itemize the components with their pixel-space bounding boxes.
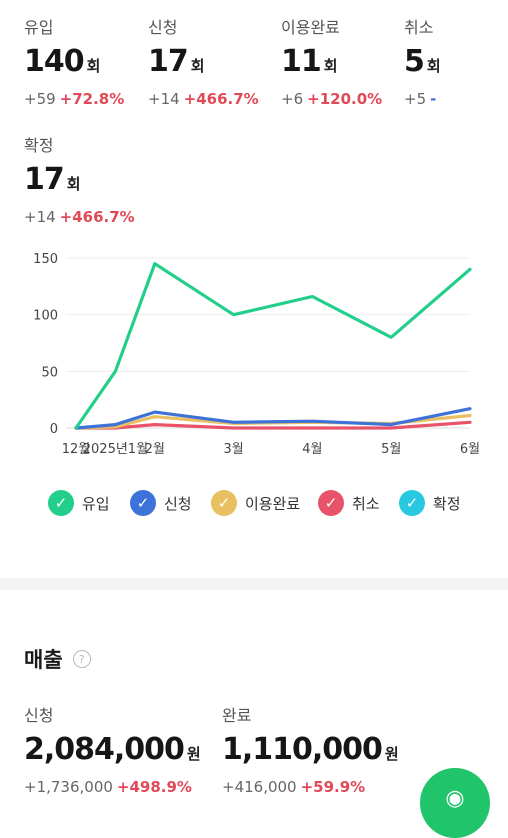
- stat-unit: 회: [66, 175, 81, 193]
- stat-value-row: 140 회: [24, 44, 100, 79]
- stat-label: 확정: [24, 136, 54, 155]
- sales-completed: 완료 1,110,000 원 +416,000 +59.9%: [222, 702, 412, 802]
- stat-value-row: 5 회: [404, 44, 441, 79]
- legend-label: 취소: [352, 494, 380, 513]
- stat-inflow: 유입 140 회 +59 +72.8%: [24, 14, 134, 114]
- check-icon: ✓: [399, 490, 425, 516]
- stat-change-abs: +59: [24, 90, 56, 108]
- check-icon: ✓: [130, 490, 156, 516]
- stat-change: +5-: [404, 90, 436, 108]
- y-tick-label: 100: [33, 309, 58, 324]
- y-tick-label: 150: [33, 252, 58, 267]
- sales-header: 매출 ?: [24, 644, 91, 674]
- stat-completed: 이용완료 11 회 +6 +120.0%: [281, 14, 396, 114]
- stat-cancel: 취소 5 회 +5-: [404, 14, 494, 114]
- stat-confirmed: 확정 17 회 +14 +466.7%: [24, 132, 154, 232]
- series-line-1: [74, 262, 472, 430]
- stat-unit: 회: [323, 57, 338, 75]
- legend-label: 신청: [164, 494, 192, 513]
- stat-change-pct: +59.9%: [300, 778, 366, 796]
- stat-change-abs: +6: [281, 90, 304, 108]
- legend-label: 이용완료: [245, 494, 301, 513]
- x-tick-label: 12월: [62, 442, 91, 457]
- stat-label: 완료: [222, 706, 252, 725]
- stat-value-row: 17 회: [148, 44, 205, 79]
- section-title: 매출: [24, 648, 63, 672]
- stat-change-abs: +5: [404, 90, 427, 108]
- question-icon[interactable]: ?: [72, 650, 91, 668]
- x-tick-label: 5월: [381, 442, 401, 457]
- stat-value: 17: [24, 162, 65, 197]
- stat-change-pct: -: [430, 90, 437, 108]
- stat-unit: 회: [190, 57, 205, 75]
- stat-change-abs: +14: [24, 208, 56, 226]
- stat-change-pct: +120.0%: [307, 90, 383, 108]
- stat-value: 1,110,000: [222, 732, 383, 767]
- stat-unit: 원: [186, 745, 201, 763]
- chat-button[interactable]: ◉: [420, 768, 490, 838]
- stat-value: 140: [24, 44, 85, 79]
- legend-item-cancel[interactable]: ✓ 취소: [318, 487, 380, 519]
- stat-value: 11: [281, 44, 322, 79]
- stat-apply: 신청 17 회 +14 +466.7%: [148, 14, 268, 114]
- check-icon: ✓: [48, 490, 74, 516]
- legend-item-completed[interactable]: ✓ 이용완료: [211, 487, 300, 519]
- stat-label: 신청: [148, 18, 178, 37]
- section-divider: [0, 578, 508, 590]
- stat-change-pct: +466.7%: [59, 208, 135, 226]
- legend-item-inflow[interactable]: ✓ 유입: [48, 487, 110, 519]
- x-tick-label: 3월: [223, 442, 243, 457]
- check-icon: ✓: [211, 490, 237, 516]
- stat-change: +59 +72.8%: [24, 90, 124, 108]
- x-tick-label: 2025년1월: [83, 442, 148, 457]
- stat-label: 신청: [24, 706, 54, 725]
- legend-item-apply[interactable]: ✓ 신청: [130, 487, 192, 519]
- stat-value-row: 2,084,000 원: [24, 732, 201, 767]
- stat-unit: 회: [426, 57, 441, 75]
- stat-change-pct: +466.7%: [183, 90, 259, 108]
- stat-value: 2,084,000: [24, 732, 185, 767]
- y-tick-label: 50: [41, 365, 58, 380]
- chart-legend: ✓ 유입 ✓ 신청 ✓ 이용완료 ✓ 취소 ✓ 확정: [0, 487, 508, 519]
- stat-label: 이용완료: [281, 18, 340, 37]
- stat-label: 취소: [404, 18, 434, 37]
- series-line-2: [74, 407, 472, 430]
- x-tick-label: 6월: [460, 442, 480, 457]
- stat-change-abs: +1,736,000: [24, 778, 113, 796]
- stat-change: +14 +466.7%: [148, 90, 259, 108]
- legend-item-confirmed[interactable]: ✓ 확정: [399, 487, 461, 519]
- check-icon: ✓: [318, 490, 344, 516]
- stat-unit: 회: [86, 57, 101, 75]
- stat-change: +416,000 +59.9%: [222, 778, 365, 796]
- stat-value-row: 17 회: [24, 162, 81, 197]
- stat-label: 유입: [24, 18, 54, 37]
- stat-change: +6 +120.0%: [281, 90, 382, 108]
- stat-change: +14 +466.7%: [24, 208, 135, 226]
- stat-change: +1,736,000 +498.9%: [24, 778, 192, 796]
- x-tick-label: 4월: [302, 442, 322, 457]
- x-tick-label: 2월: [145, 442, 165, 457]
- stat-change-abs: +14: [148, 90, 180, 108]
- stat-unit: 원: [384, 745, 399, 763]
- stat-change-pct: +72.8%: [59, 90, 125, 108]
- stat-change-pct: +498.9%: [116, 778, 192, 796]
- stat-value-row: 1,110,000 원: [222, 732, 399, 767]
- stat-value: 17: [148, 44, 189, 79]
- stat-value-row: 11 회: [281, 44, 338, 79]
- chat-icon: ◉: [445, 786, 465, 811]
- legend-label: 유입: [82, 494, 110, 513]
- sales-apply: 신청 2,084,000 원 +1,736,000 +498.9%: [24, 702, 214, 802]
- legend-label: 확정: [433, 494, 461, 513]
- y-tick-label: 0: [50, 422, 58, 437]
- stat-change-abs: +416,000: [222, 778, 297, 796]
- stat-value: 5: [404, 44, 425, 79]
